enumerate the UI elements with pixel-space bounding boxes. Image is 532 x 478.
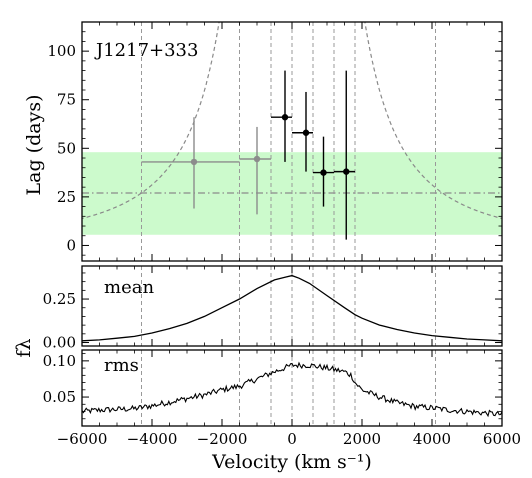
gray-point [141, 117, 240, 209]
x-tick-label: −4000 [127, 430, 178, 448]
y-tick-label: 0 [66, 236, 76, 254]
data-point [190, 158, 198, 166]
rms-spectrum-panel: 0.05 0.10 −6000 −4000 −2000 0 2000 4000 6000 rms [43, 349, 521, 448]
y-tick-label: 0.05 [43, 388, 76, 406]
y-tick-label: 0.00 [43, 334, 76, 352]
y-tick-label: 0.25 [43, 290, 76, 308]
y-tick-label: 100 [47, 42, 76, 60]
rms-spectrum-line [82, 361, 502, 418]
data-point [253, 155, 261, 163]
data-point [302, 129, 310, 136]
flux-axis-label: fλ [13, 338, 35, 357]
x-tick-label: 4000 [413, 430, 451, 448]
black-point [334, 70, 355, 240]
x-tick-label: 2000 [343, 430, 381, 448]
envelope-curve-left [82, 22, 220, 220]
x-tick-label: 0 [287, 430, 297, 448]
y-tick-label: 50 [57, 139, 76, 157]
data-point [320, 169, 327, 176]
velocity-axis-label: Velocity (km s⁻¹) [211, 451, 372, 473]
mean-spectrum-panel: 0.00 0.25 mean [43, 265, 503, 352]
data-point [281, 114, 289, 121]
y-tick-label: 25 [57, 188, 76, 206]
gray-point [239, 126, 271, 215]
black-point [313, 136, 334, 207]
black-point [292, 91, 313, 172]
lag-panel: 0 25 50 75 100 J1217+333 Lag (days) [23, 21, 503, 262]
mean-spectrum-line [82, 274, 502, 342]
object-annotation: J1217+333 [94, 40, 198, 61]
x-tick-label: −6000 [57, 430, 108, 448]
y-tick-label: 75 [57, 91, 76, 109]
data-point [343, 168, 350, 175]
x-tick-label: −2000 [197, 430, 248, 448]
y-tick-label: 0.10 [43, 352, 76, 370]
x-tick-label: 6000 [483, 430, 521, 448]
lag-axis-label: Lag (days) [23, 95, 45, 196]
mean-annotation: mean [104, 277, 154, 298]
black-point [271, 70, 292, 162]
rms-annotation: rms [104, 355, 139, 376]
